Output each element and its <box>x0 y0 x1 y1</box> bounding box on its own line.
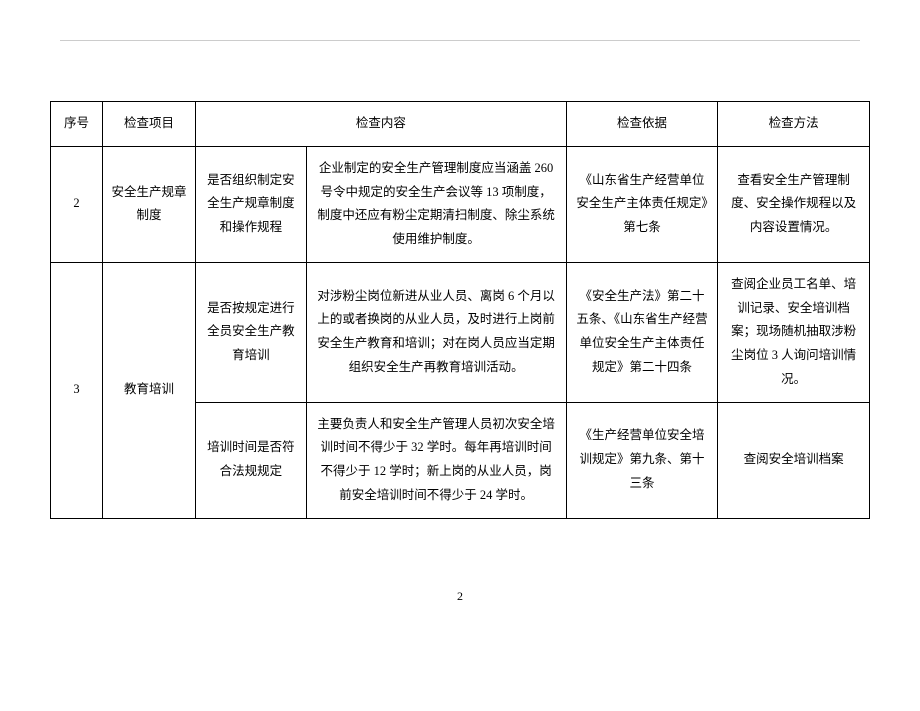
table-row: 2 安全生产规章制度 是否组织制定安全生产规章制度和操作规程 企业制定的安全生产… <box>51 146 870 262</box>
cell-subitem: 是否组织制定安全生产规章制度和操作规程 <box>196 146 306 262</box>
cell-seq: 2 <box>51 146 103 262</box>
cell-content: 对涉粉尘岗位新进从业人员、离岗 6 个月以上的或者换岗的从业人员，及时进行上岗前… <box>306 262 566 402</box>
cell-content: 企业制定的安全生产管理制度应当涵盖 260号令中规定的安全生产会议等 13 项制… <box>306 146 566 262</box>
cell-basis: 《安全生产法》第二十五条、《山东省生产经营单位安全生产主体责任规定》第二十四条 <box>566 262 718 402</box>
cell-method: 查阅安全培训档案 <box>718 402 870 518</box>
inspection-table: 序号 检查项目 检查内容 检查依据 检查方法 2 安全生产规章制度 是否组织制定… <box>50 101 870 519</box>
cell-seq: 3 <box>51 262 103 518</box>
cell-method: 查看安全生产管理制度、安全操作规程以及内容设置情况。 <box>718 146 870 262</box>
col-seq: 序号 <box>51 102 103 147</box>
col-basis: 检查依据 <box>566 102 718 147</box>
col-method: 检查方法 <box>718 102 870 147</box>
cell-item: 教育培训 <box>102 262 195 518</box>
table-row: 3 教育培训 是否按规定进行全员安全生产教育培训 对涉粉尘岗位新进从业人员、离岗… <box>51 262 870 402</box>
cell-content: 主要负责人和安全生产管理人员初次安全培训时间不得少于 32 学时。每年再培训时间… <box>306 402 566 518</box>
cell-basis: 《生产经营单位安全培训规定》第九条、第十三条 <box>566 402 718 518</box>
cell-basis: 《山东省生产经营单位安全生产主体责任规定》第七条 <box>566 146 718 262</box>
header-divider <box>60 40 860 41</box>
page-number: 2 <box>50 589 870 604</box>
col-content: 检查内容 <box>196 102 566 147</box>
table-header-row: 序号 检查项目 检查内容 检查依据 检查方法 <box>51 102 870 147</box>
cell-subitem: 是否按规定进行全员安全生产教育培训 <box>196 262 306 402</box>
cell-subitem: 培训时间是否符合法规规定 <box>196 402 306 518</box>
col-item: 检查项目 <box>102 102 195 147</box>
cell-item: 安全生产规章制度 <box>102 146 195 262</box>
cell-method: 查阅企业员工名单、培训记录、安全培训档案；现场随机抽取涉粉尘岗位 3 人询问培训… <box>718 262 870 402</box>
